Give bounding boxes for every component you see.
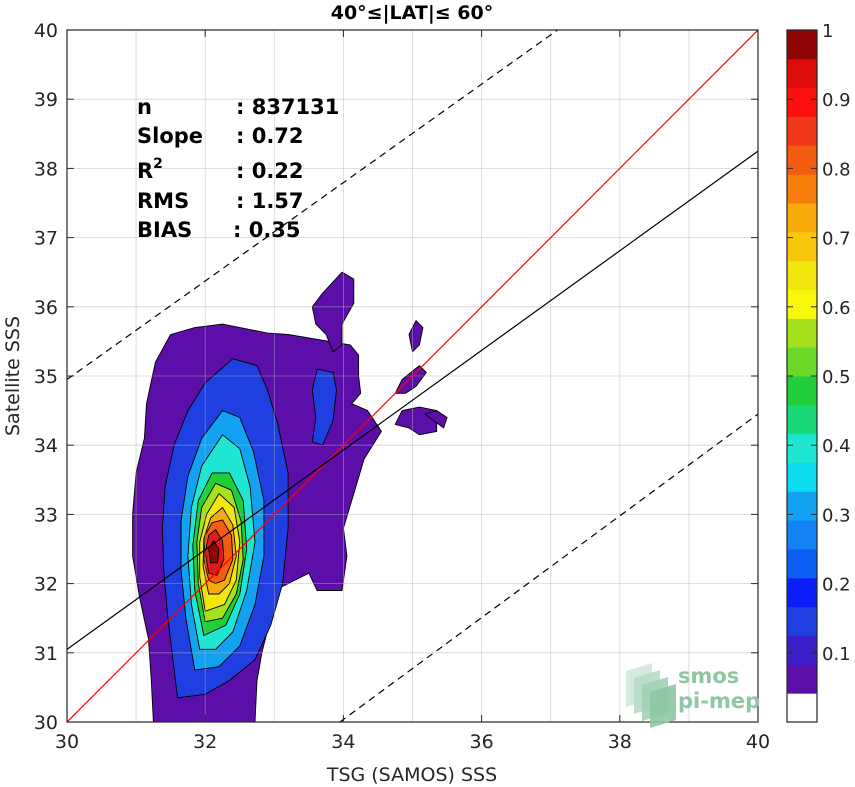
contour-level-10-region-0 <box>208 540 220 564</box>
chart-title: 40°≤|LAT|≤ 60° <box>331 2 494 24</box>
stat-label: n <box>137 95 152 119</box>
logo-text: pi-mep <box>678 689 760 713</box>
stat-label: BIAS <box>137 218 192 242</box>
colorbar-segment <box>787 318 817 348</box>
colorbar-segment <box>787 404 817 435</box>
colorbar-segment <box>787 577 817 608</box>
grid <box>67 30 758 722</box>
logo-wave-icon <box>650 684 676 728</box>
y-axis-label: Satellite SSS <box>2 316 24 436</box>
colorbar-tick-label: 0.6 <box>822 298 851 319</box>
contour-fill <box>132 271 448 722</box>
stat-value: : 0.22 <box>236 159 304 183</box>
colorbar-segment <box>787 174 817 204</box>
colorbar-segment <box>787 203 817 233</box>
upper-bound-line <box>67 30 558 380</box>
colorbar-tick-label: 0.7 <box>822 229 851 250</box>
colorbar-segment <box>787 433 817 463</box>
colorbar-segment <box>787 606 817 636</box>
colorbar-tick-label: 0.5 <box>822 367 851 388</box>
colorbar-segment <box>787 289 817 319</box>
colorbar-tick-label: 0.4 <box>822 436 851 457</box>
colorbar-segment <box>787 260 817 290</box>
colorbar <box>786 29 818 723</box>
stat-label: Slope <box>137 124 203 148</box>
x-tick-label: 34 <box>331 731 355 753</box>
y-tick-label: 37 <box>34 228 58 250</box>
stat-superscript: 2 <box>153 156 163 172</box>
colorbar-segment <box>787 58 817 89</box>
colorbar-tick-label: 0.3 <box>822 505 851 526</box>
contour-level-0-region-5 <box>424 410 448 429</box>
one-to-one-line <box>67 30 758 722</box>
y-tick-label: 35 <box>34 366 58 388</box>
y-tick-label: 33 <box>34 504 58 526</box>
colorbar-segment <box>787 635 817 665</box>
colorbar-segment <box>787 87 817 117</box>
colorbar-ticks: 0.1 0.2 0.3 0.4 0.5 0.6 0.7 0.8 0.9 1 <box>787 21 851 665</box>
x-tick-label: 30 <box>55 731 79 753</box>
y-tick-label: 40 <box>34 20 58 42</box>
x-tick-label: 38 <box>608 731 632 753</box>
y-tick-label: 31 <box>34 643 58 665</box>
lower-bound-line <box>339 413 758 722</box>
x-ticks: 30 32 34 36 38 40 <box>55 30 770 753</box>
y-ticks: 30 31 32 33 34 35 36 37 38 39 40 <box>34 20 758 734</box>
colorbar-tick-label: 0.8 <box>822 159 851 180</box>
colorbar-segment <box>787 462 817 492</box>
colorbar-segment <box>787 520 817 550</box>
reference-lines <box>67 30 758 722</box>
colorbar-segment <box>787 145 817 175</box>
stat-value: : 0.72 <box>236 124 304 148</box>
y-tick-label: 30 <box>34 712 58 734</box>
colorbar-segment <box>787 30 817 60</box>
y-tick-label: 39 <box>34 89 58 111</box>
colorbar-segment <box>787 347 817 377</box>
colorbar-segment <box>787 549 817 579</box>
colorbar-tick-label: 1 <box>822 21 833 42</box>
stat-value: : 1.57 <box>236 189 304 213</box>
stat-label: RMS <box>137 189 189 213</box>
colorbar-segment <box>787 664 817 694</box>
colorbar-segment <box>787 693 817 723</box>
colorbar-segment <box>787 231 817 262</box>
y-tick-label: 32 <box>34 574 58 596</box>
stat-value: : 0.35 <box>233 218 301 242</box>
regression-line <box>67 150 758 650</box>
x-tick-label: 40 <box>746 731 770 753</box>
logo-text: smos <box>678 664 739 688</box>
colorbar-segment <box>787 376 817 406</box>
y-tick-label: 34 <box>34 435 58 457</box>
y-tick-label: 38 <box>34 158 58 180</box>
x-tick-label: 36 <box>470 731 494 753</box>
stat-value: : 837131 <box>236 95 339 119</box>
colorbar-tick-label: 0.9 <box>822 90 851 111</box>
colorbar-tick-label: 0.1 <box>822 644 851 665</box>
y-tick-label: 36 <box>34 297 58 319</box>
x-axis-label: TSG (SAMOS) SSS <box>326 764 497 786</box>
colorbar-tick-label: 0.2 <box>822 575 851 596</box>
x-tick-label: 32 <box>193 731 217 753</box>
colorbar-segment <box>787 491 817 521</box>
colorbar-segment <box>787 116 817 146</box>
